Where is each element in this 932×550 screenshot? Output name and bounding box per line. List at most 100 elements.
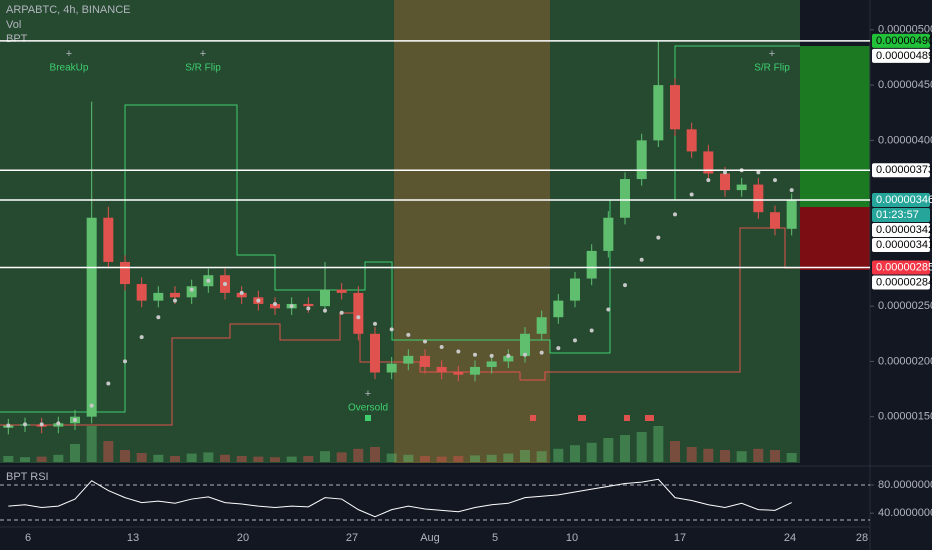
- x-tick-label: 20: [237, 532, 249, 544]
- volume-bar: [253, 456, 264, 462]
- signal-markers: [365, 415, 654, 421]
- ma-dot: [506, 353, 511, 358]
- volume-bar: [586, 442, 597, 462]
- candle-body: [103, 217, 114, 262]
- volume-bar: [136, 453, 147, 462]
- ma-dot: [589, 328, 594, 333]
- volume-bar: [603, 438, 614, 462]
- ma-dot: [73, 418, 77, 422]
- candle-body: [320, 289, 330, 307]
- annotation: Oversold: [348, 403, 388, 414]
- x-tick-label: 27: [346, 532, 358, 544]
- candle-body: [236, 292, 247, 298]
- x-tick-label: 24: [784, 532, 796, 544]
- ma-dot: [206, 278, 211, 283]
- volume-bar: [70, 444, 80, 462]
- price-tag-label: 0.00000341: [876, 239, 932, 251]
- x-tick-label: 28: [856, 532, 868, 544]
- candle-body: [486, 361, 497, 367]
- annotation: BreakUp: [50, 63, 89, 74]
- signal: [624, 415, 630, 421]
- candle-body: [786, 200, 797, 229]
- candle-body: [120, 261, 130, 285]
- volume-bar: [520, 450, 530, 462]
- ma-dot: [223, 282, 227, 287]
- ma-dot: [306, 306, 311, 311]
- volume-bar: [53, 454, 64, 462]
- ma-dot: [356, 315, 361, 320]
- y-tick-label: 0.00000450: [878, 79, 932, 91]
- volume-bar: [286, 456, 297, 462]
- candle-body: [770, 212, 780, 229]
- ma-dot: [123, 359, 127, 364]
- price-tag: [872, 48, 930, 63]
- candle-body: [736, 184, 747, 191]
- symbol-title: ARPABTC, 4h, BINANCE: [6, 4, 131, 16]
- ma-dot: [423, 339, 427, 344]
- volume-bar: [770, 450, 780, 462]
- ma-dot: [156, 315, 161, 320]
- ma-dot: [373, 321, 377, 326]
- price-tag-label: 01:23:57: [876, 209, 919, 221]
- ma-dot: [573, 338, 577, 343]
- y-tick-label: 0.00000200: [878, 355, 932, 367]
- ma-dot: [756, 170, 761, 175]
- volume-bar: [403, 454, 414, 462]
- candle-body: [370, 333, 380, 373]
- ma-dot: [6, 423, 11, 428]
- signal: [645, 415, 654, 421]
- volume-bar: [470, 455, 480, 462]
- volume-bar: [153, 454, 164, 462]
- candle-body: [470, 366, 480, 375]
- volume-bar: [370, 447, 380, 462]
- volume-bar: [20, 457, 30, 462]
- volume-bar: [186, 453, 197, 462]
- volume-bar: [553, 448, 564, 462]
- stop-box: [800, 207, 870, 270]
- candle-body: [86, 217, 97, 417]
- ma-dot: [39, 422, 44, 427]
- volume-bar: [203, 452, 214, 462]
- annotation: S/R Flip: [185, 63, 221, 74]
- volume-bar: [753, 448, 764, 462]
- volume-bar: [120, 450, 130, 462]
- ma-dot: [639, 257, 644, 262]
- price-tag-label: 0.00000284: [876, 276, 932, 288]
- volume-bar: [36, 456, 47, 462]
- rsi-title: BPT RSI: [6, 471, 49, 483]
- price-tag: [872, 193, 930, 208]
- price-tag: [872, 238, 930, 253]
- volume-bar: [670, 441, 680, 462]
- x-tick-label: 17: [674, 532, 686, 544]
- price-tag: [872, 208, 930, 223]
- annotation-plus: +: [66, 48, 72, 60]
- volume-bar: [536, 451, 547, 462]
- ma-dot: [256, 298, 261, 303]
- volume-bar: [636, 432, 647, 462]
- candle-body: [153, 292, 164, 301]
- candle-body: [270, 303, 280, 309]
- support-step: [0, 227, 800, 426]
- volume-bar: [170, 456, 180, 462]
- candle-body: [703, 151, 714, 174]
- annotation-plus: +: [200, 48, 206, 60]
- ma-dot: [723, 170, 727, 175]
- candle-body: [586, 250, 597, 279]
- price-tag: [872, 163, 930, 178]
- price-tag: [872, 275, 930, 290]
- zone-yellow: [394, 0, 550, 463]
- volume-bar: [270, 457, 280, 462]
- x-tick-label: 5: [492, 532, 498, 544]
- annotation-plus: +: [365, 388, 371, 400]
- y-tick-label: 0.00000500: [878, 24, 932, 36]
- candle-body: [436, 366, 447, 373]
- candle-body: [136, 284, 147, 301]
- volume-bar: [320, 451, 330, 462]
- x-tick-label: 6: [25, 532, 31, 544]
- volume-bar: [686, 447, 697, 462]
- volume-bar: [436, 456, 447, 462]
- annotation: S/R Flip: [754, 63, 790, 74]
- volume-bar: [220, 454, 230, 462]
- volume-bar: [386, 453, 397, 462]
- y-tick-label: 0.00000250: [878, 300, 932, 312]
